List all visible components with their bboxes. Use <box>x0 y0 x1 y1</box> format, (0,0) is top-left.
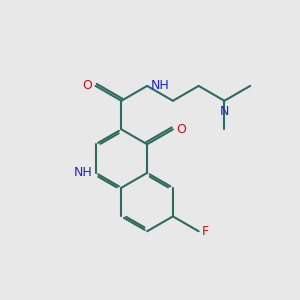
Text: O: O <box>82 80 92 92</box>
Text: NH: NH <box>74 167 92 179</box>
Text: N: N <box>220 105 229 118</box>
Text: O: O <box>176 123 186 136</box>
Text: NH: NH <box>151 80 169 92</box>
Text: F: F <box>202 225 209 238</box>
